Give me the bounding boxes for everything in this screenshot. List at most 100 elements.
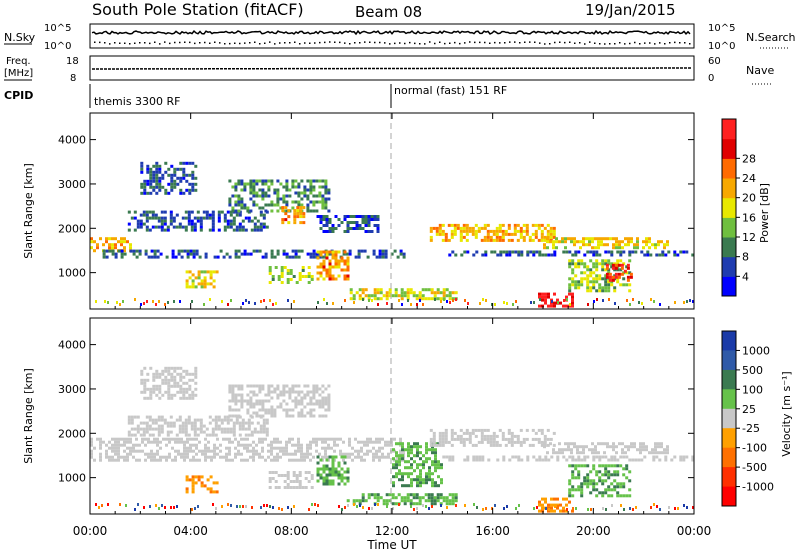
freq-trace — [91, 67, 693, 70]
power-range-tick-label-1: 2000 — [58, 222, 86, 235]
power-colorbar-swatch-1 — [722, 256, 736, 277]
velocity-colorbar-swatch-7 — [722, 467, 736, 487]
power-colorbar-tick-label-0: 4 — [742, 270, 749, 283]
velocity-range-tick-label-1: 2000 — [58, 427, 86, 440]
power-region-12 — [448, 250, 695, 257]
power-region-9 — [316, 250, 350, 281]
cpid-label: CPID — [4, 89, 33, 102]
power-near-range-speckle — [95, 298, 694, 306]
power-colorbar-swatch-8 — [722, 119, 736, 140]
velocity-heatmap — [90, 366, 695, 513]
power-colorbar-tick-label-5: 24 — [742, 172, 756, 185]
nsky-trace — [91, 29, 691, 45]
power-heatmap — [90, 161, 695, 308]
velocity-colorbar-swatch-0 — [722, 331, 736, 351]
time-tick-label-0: 00:00 — [73, 524, 108, 538]
time-axis-title: Time UT — [366, 538, 417, 552]
nsky-line — [91, 29, 691, 36]
velocity-colorbar-swatch-2 — [722, 369, 736, 390]
velocity-colorbar-tick-label-7: -1000 — [742, 481, 774, 494]
power-colorbar-tick-label-3: 16 — [742, 211, 756, 224]
time-axis: 00:00 04:00 08:00 12:00 16:00 20:00 00:00 — [73, 113, 711, 538]
cpid-segment-1: themis 3300 RF — [94, 95, 181, 108]
velocity-near-range-speckle — [95, 503, 694, 511]
velocity-region-6 — [316, 455, 350, 486]
velocity-region-13 — [568, 464, 632, 498]
nsearch-tick-top: 10^5 — [708, 23, 735, 34]
power-colorbar-tick-label-4: 20 — [742, 192, 756, 205]
power-region-7 — [185, 270, 219, 289]
power-colorbar-title: Power [dB] — [758, 183, 771, 243]
power-colorbar-frame — [721, 118, 737, 297]
power-colorbar-swatch-5 — [722, 178, 736, 199]
velocity-range-tick-label-0: 1000 — [58, 472, 86, 485]
power-colorbar-swatch-3 — [722, 217, 736, 238]
nsky-label: N.Sky — [4, 31, 36, 44]
freq-tick-bottom: 8 — [70, 73, 76, 84]
velocity-colorbar-tick-label-5: -100 — [742, 442, 767, 455]
freq-tick-top: 18 — [66, 56, 79, 67]
power-colorbar-swatch-2 — [722, 237, 736, 258]
power-region-8 — [268, 266, 314, 284]
velocity-colorbar-frame — [721, 330, 737, 507]
velocity-region-3 — [228, 384, 331, 418]
velocity-colorbar-tick-label-0: 1000 — [742, 344, 770, 357]
velocity-range-tick-label-2: 3000 — [58, 383, 86, 396]
velocity-colorbar-tick-label-3: 25 — [742, 403, 756, 416]
velocity-region-9 — [429, 428, 556, 447]
nsky-tick-top: 10^5 — [44, 23, 71, 34]
beam-label: Beam 08 — [355, 3, 422, 21]
power-colorbar-swatch-7 — [722, 138, 736, 159]
velocity-colorbar-tick-label-2: 100 — [742, 383, 763, 396]
power-colorbar-swatch-6 — [722, 158, 736, 179]
time-tick-label-5: 20:00 — [576, 524, 611, 538]
freq-panel-frame — [89, 55, 695, 81]
nave-tick-top: 60 — [708, 56, 721, 67]
power-colorbar-swatch-4 — [722, 197, 736, 218]
velocity-colorbar-tick-label-1: 500 — [742, 364, 763, 377]
velocity-colorbar-swatch-1 — [722, 350, 736, 371]
power-colorbar: 4 8 12 16 20 24 28 — [721, 118, 756, 297]
velocity-region-8 — [392, 442, 443, 488]
time-tick-label-1: 04:00 — [173, 524, 208, 538]
nsearch-label: N.Search — [746, 31, 796, 44]
power-region-11 — [429, 223, 556, 242]
velocity-range-axis: 1000 2000 3000 4000 — [58, 339, 694, 485]
time-tick-label-4: 16:00 — [475, 524, 510, 538]
velocity-colorbar-swatch-3 — [722, 389, 736, 410]
freq-label: Freq. — [6, 56, 31, 67]
date-label: 19/Jan/2015 — [585, 1, 676, 19]
velocity-region-5 — [268, 471, 314, 489]
power-region-13 — [543, 237, 669, 250]
velocity-region-10 — [442, 455, 695, 462]
power-range-axis: 1000 2000 3000 4000 — [58, 134, 694, 280]
power-range-axis-title: Slant Range [km] — [22, 163, 35, 259]
velocity-colorbar-swatch-8 — [722, 486, 736, 507]
power-region-2 — [127, 210, 269, 232]
power-colorbar-swatch-0 — [722, 276, 736, 297]
velocity-region-2 — [140, 366, 198, 400]
power-region-5 — [281, 206, 306, 225]
nave-label: Nave — [746, 64, 774, 77]
time-tick-label-2: 08:00 — [274, 524, 309, 538]
time-tick-label-3: 12:00 — [375, 524, 410, 538]
power-range-tick-label-3: 4000 — [58, 134, 86, 147]
power-range-tick-label-2: 3000 — [58, 178, 86, 191]
velocity-range-axis-title: Slant Range [km] — [22, 368, 35, 464]
power-region-6 — [316, 215, 380, 233]
nsearch-dots — [94, 41, 691, 45]
power-colorbar-tick-label-1: 8 — [742, 251, 749, 264]
velocity-colorbar: 1000 500 100 25 -25 -100 -500 -1000 — [721, 330, 774, 507]
nave-tick-bottom: 0 — [708, 73, 714, 84]
power-region-16 — [605, 263, 633, 282]
cpid-segment-2: normal (fast) 151 RF — [394, 84, 507, 97]
nsky-tick-bottom: 10^0 — [44, 41, 71, 52]
velocity-colorbar-tick-label-6: -500 — [742, 461, 767, 474]
velocity-region-1 — [127, 415, 269, 437]
velocity-colorbar-swatch-6 — [722, 447, 736, 468]
nsearch-tick-bottom: 10^0 — [708, 41, 735, 52]
velocity-colorbar-swatch-4 — [722, 408, 736, 429]
power-region-10 — [349, 288, 458, 301]
power-region-3 — [140, 161, 198, 195]
